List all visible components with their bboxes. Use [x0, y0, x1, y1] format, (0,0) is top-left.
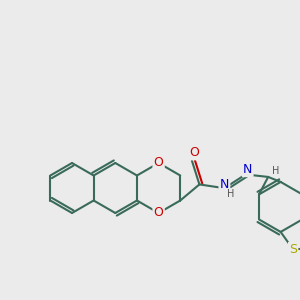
Text: N: N	[220, 178, 229, 191]
Text: S: S	[289, 243, 297, 256]
Text: O: O	[154, 206, 164, 220]
Text: O: O	[154, 157, 164, 169]
Text: N: N	[243, 163, 252, 176]
Text: H: H	[272, 166, 280, 176]
Text: O: O	[189, 146, 199, 159]
Text: H: H	[227, 189, 234, 199]
